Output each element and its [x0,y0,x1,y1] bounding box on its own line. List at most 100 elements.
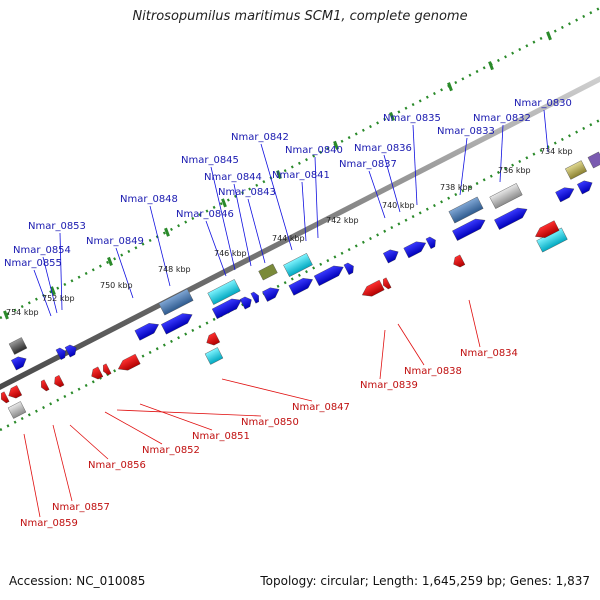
reverse-gene-arrow [535,220,560,238]
forward-gene-arrow [494,207,528,230]
forward-gene-arrow [64,344,77,358]
tick-labels: 734 kbp 736 kbp 738 kbp 740 kbp 742 kbp 744 k… [6,147,573,317]
leader-line [23,433,41,518]
leader-line [116,409,262,417]
forward-gene-arrow [425,236,436,249]
gene-label-nmar-0855: Nmar_0855 [4,258,62,269]
leader-line [205,220,227,277]
major-tick [333,140,339,150]
major-tick [546,31,552,41]
forward-gene-arrow [250,291,259,304]
feature-block [8,337,28,355]
tick-label: 748 kbp [158,265,191,274]
reverse-gene-arrow [361,279,385,297]
reverse-gene-arrow [117,353,141,371]
genome-backbone [0,76,600,390]
gene-label-nmar-0839: Nmar_0839 [360,380,418,391]
leader-line [543,109,549,153]
forward-gene-arrow [239,296,252,310]
leader-line [383,154,401,213]
leader-line [368,170,386,219]
leader-line [397,323,425,366]
leader-line [115,247,134,299]
accession-text: Accession: NC_010085 [9,574,146,588]
tick-label: 740 kbp [382,201,415,210]
forward-gene-arrow [288,278,313,296]
label-leaders [23,109,549,518]
gene-label-nmar-0844: Nmar_0844 [204,172,262,183]
gene-label-nmar-0853: Nmar_0853 [28,221,86,232]
reverse-gene-arrow [41,379,50,392]
feature-block [448,196,484,224]
major-tick [3,310,9,320]
feature-block [204,347,224,365]
major-tick [50,286,56,296]
feature-block [258,263,278,281]
gene-label-nmar-0854: Nmar_0854 [13,245,71,256]
reverse-gene-arrow [54,375,65,388]
tick-track-lower [0,118,600,432]
major-tick [107,256,113,266]
leader-line [33,269,52,317]
major-tick [221,198,227,208]
gene-label-nmar-0849: Nmar_0849 [86,236,144,247]
forward-gene-arrow [313,265,344,286]
tick-tracks [0,6,600,432]
gene-label-nmar-0841: Nmar_0841 [272,170,330,181]
major-tick [488,61,494,71]
gene-label-nmar-0850: Nmar_0850 [241,417,299,428]
gene-label-nmar-0836: Nmar_0836 [354,143,412,154]
forward-gene-arrow [134,323,159,341]
map-title: Nitrosopumilus maritimus SCM1, complete … [132,9,468,24]
gene-label-nmar-0851: Nmar_0851 [192,431,250,442]
forward-gene-arrow [452,218,486,241]
leader-line [69,424,109,460]
gene-label-nmar-0852: Nmar_0852 [142,445,200,456]
major-tick [164,227,170,237]
leader-line [247,198,266,264]
gene-label-nmar-0847: Nmar_0847 [292,402,350,413]
gene-label-nmar-0835: Nmar_0835 [383,113,441,124]
forward-gene-arrow [403,241,427,259]
feature-block [564,160,588,180]
gene-label-nmar-0840: Nmar_0840 [285,145,343,156]
tick-label: 734 kbp [540,147,573,156]
gene-label-nmar-0842: Nmar_0842 [231,132,289,143]
leader-line [233,183,252,267]
leader-line [314,156,319,239]
feature-block [489,183,523,209]
forward-gene-arrow [262,287,280,302]
tick-label: 754 kbp [6,308,39,317]
gene-label-nmar-0857: Nmar_0857 [52,502,110,513]
forward-gene-arrow [161,313,193,335]
gene-label-nmar-0843: Nmar_0843 [218,187,276,198]
feature-block [7,401,27,419]
leader-line [42,256,58,314]
major-tick [447,82,453,92]
gene-arrows [1,180,593,404]
leader-line [468,299,481,348]
leader-line [139,403,213,431]
reverse-gene-arrow [8,385,23,399]
leader-line [52,424,73,502]
tick-label: 746 kbp [214,249,247,258]
forward-gene-arrow [55,347,66,360]
reverse-gene-arrow [383,277,392,290]
feature-block [158,288,194,316]
backbone-bar [0,76,600,390]
gene-label-nmar-0833: Nmar_0833 [437,126,495,137]
leader-line [210,166,236,271]
feature-block [283,253,313,277]
reverse-gene-arrow [453,254,466,268]
reverse-gene-arrow [103,363,112,376]
gene-label-nmar-0845: Nmar_0845 [181,155,239,166]
gene-label-nmar-0846: Nmar_0846 [176,209,234,220]
tick-label: 752 kbp [42,294,75,303]
leader-line [379,329,386,380]
reverse-gene-arrow [206,332,221,346]
feature-blocks [7,151,600,419]
leader-line [412,124,418,206]
leader-line [260,143,293,251]
tick-label: 742 kbp [326,216,359,225]
